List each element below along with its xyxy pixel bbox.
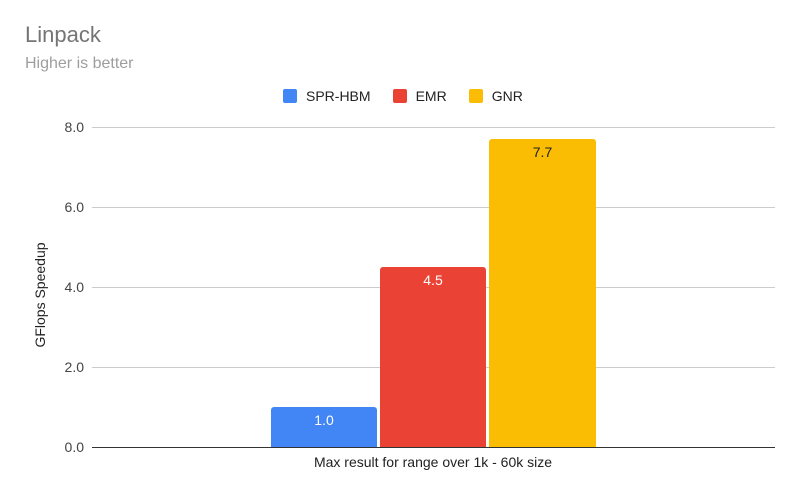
legend-swatch-icon [283,89,297,103]
chart-title: Linpack [25,22,101,47]
y-tick-label: 8.0 [64,119,84,135]
legend: SPR-HBM EMR GNR [283,88,545,104]
bar-value-label: 4.5 [423,272,443,288]
bar-spr-hbm[interactable]: 1.0 [271,407,377,447]
y-tick-label: 4.0 [64,279,84,295]
y-axis-label: GFlops Speedup [32,242,48,348]
gridline [92,207,775,208]
y-tick-label: 2.0 [64,359,84,375]
bar-emr[interactable]: 4.5 [380,267,486,447]
bar-value-label: 7.7 [532,144,553,160]
y-tick-label: 6.0 [64,199,84,215]
legend-item-emr[interactable]: EMR [392,88,447,104]
x-axis-baseline [92,447,775,448]
legend-label: GNR [491,88,523,104]
bar-gnr[interactable]: 7.7 [489,139,596,447]
legend-swatch-icon [468,89,483,103]
x-axis-label: Max result for range over 1k - 60k size [313,454,553,470]
bar-value-label: 1.0 [314,412,334,428]
legend-swatch-icon [392,89,407,103]
legend-label: SPR-HBM [306,88,371,104]
legend-item-gnr[interactable]: GNR [468,88,523,104]
legend-label: EMR [415,88,447,104]
gridline [92,127,775,128]
chart-subtitle: Higher is better [25,55,134,72]
legend-item-spr-hbm[interactable]: SPR-HBM [283,88,371,104]
y-tick-label: 0.0 [64,439,84,455]
